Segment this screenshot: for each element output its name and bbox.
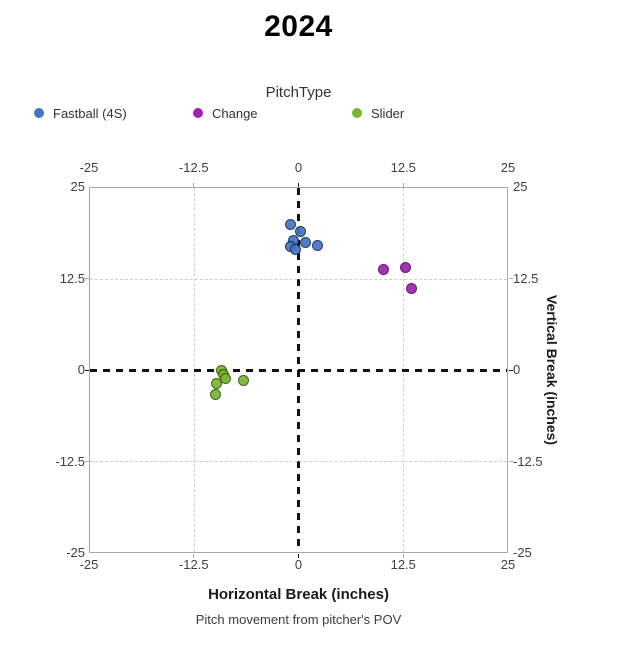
data-point-slider bbox=[237, 375, 249, 387]
legend-title: PitchType bbox=[265, 84, 332, 101]
tick-mark bbox=[85, 369, 89, 371]
gridline-horizontal bbox=[90, 461, 507, 462]
data-point-change bbox=[405, 282, 417, 294]
axis-tick-label: 0 bbox=[513, 362, 521, 377]
legend-item: Slider bbox=[352, 104, 404, 122]
axis-tick-label: 0 bbox=[77, 362, 85, 377]
axis-tick-label: -12.5 bbox=[178, 160, 209, 175]
data-point-change bbox=[378, 264, 390, 276]
legend-label: Slider bbox=[371, 105, 405, 121]
tick-mark bbox=[509, 369, 513, 371]
axis-tick-label: -25 bbox=[79, 557, 99, 572]
legend-dot-icon bbox=[193, 108, 203, 118]
axis-tick-label: 25 bbox=[500, 557, 516, 572]
axis-tick-label: -25 bbox=[79, 160, 99, 175]
legend: Fastball (4S) Change Slider bbox=[0, 104, 630, 122]
axis-tick-label: 12.5 bbox=[390, 557, 416, 572]
axis-tick-label: -12.5 bbox=[55, 453, 85, 469]
data-point-slider bbox=[209, 388, 221, 400]
legend-dot-icon bbox=[352, 108, 362, 118]
legend-item: Fastball (4S) bbox=[34, 104, 127, 122]
axis-tick-label: -12.5 bbox=[178, 557, 209, 572]
tick-mark bbox=[402, 554, 404, 558]
data-point-fastball-4s bbox=[299, 237, 311, 249]
legend-dot-icon bbox=[34, 108, 44, 118]
axis-tick-label: -25 bbox=[66, 545, 85, 560]
legend-label: Fastball (4S) bbox=[53, 105, 127, 121]
data-point-change bbox=[399, 261, 411, 273]
tick-mark bbox=[193, 554, 195, 558]
axis-tick-label: -12.5 bbox=[513, 453, 543, 469]
data-point-fastball-4s bbox=[312, 240, 324, 251]
axis-tick-label: -25 bbox=[513, 545, 532, 560]
axis-tick-label: 25 bbox=[70, 179, 85, 194]
axis-tick-label: 12.5 bbox=[390, 160, 416, 175]
tick-mark bbox=[85, 461, 89, 462]
data-point-slider bbox=[220, 373, 232, 385]
data-point-fastball-4s bbox=[294, 226, 306, 238]
chart-caption: Pitch movement from pitcher's POV bbox=[195, 612, 402, 627]
axis-tick-label: 0 bbox=[294, 160, 303, 175]
plot-area bbox=[89, 187, 508, 553]
tick-mark bbox=[298, 183, 299, 187]
x-axis-title: Horizontal Break (inches) bbox=[208, 586, 389, 603]
legend-label: Change bbox=[212, 105, 258, 121]
axis-tick-label: 12.5 bbox=[513, 270, 539, 286]
axis-tick-label: 0 bbox=[294, 557, 303, 572]
tick-mark bbox=[509, 461, 513, 462]
tick-mark bbox=[298, 554, 299, 558]
data-point-fastball-4s bbox=[285, 218, 297, 230]
gridline-horizontal bbox=[90, 279, 507, 280]
zero-line-horizontal bbox=[90, 368, 507, 372]
axis-tick-label: 25 bbox=[500, 160, 516, 175]
axis-tick-label: 25 bbox=[513, 179, 528, 194]
chart-title: 2024 bbox=[264, 10, 333, 43]
tick-mark bbox=[85, 278, 89, 279]
tick-mark bbox=[402, 183, 404, 187]
data-point-fastball-4s bbox=[289, 243, 301, 255]
axis-tick-label: 12.5 bbox=[59, 270, 85, 286]
tick-mark bbox=[193, 183, 195, 187]
tick-mark bbox=[509, 278, 513, 279]
data-point-slider bbox=[211, 378, 223, 390]
legend-item: Change bbox=[193, 104, 258, 122]
